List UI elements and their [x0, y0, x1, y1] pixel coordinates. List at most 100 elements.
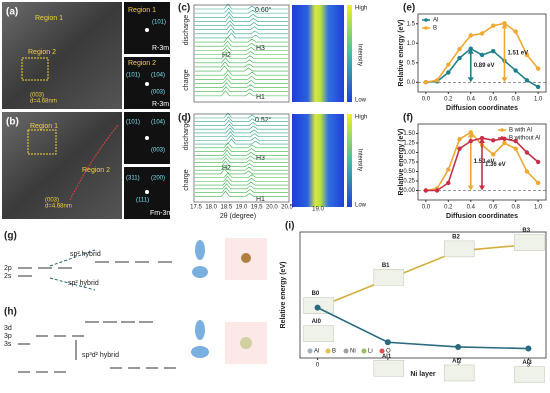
panel-label: (g) [4, 231, 17, 242]
annotation: 1.51 eV [507, 50, 528, 56]
phase-label: H2 [222, 165, 231, 172]
point [535, 84, 541, 90]
colorbar-label: Intensity [356, 44, 362, 66]
spot-label: (003) [45, 198, 59, 204]
point [524, 169, 530, 174]
xrd-trace [195, 183, 288, 190]
xrd-trace [195, 168, 288, 175]
point [423, 188, 429, 193]
inset-title: Region 2 [128, 60, 156, 67]
point [434, 188, 440, 193]
scan-label: discharge [183, 15, 190, 45]
spot-label: (200) [151, 176, 165, 182]
xrd-panels: (c) discharge charge H2 H3 H1 0.60° (d) … [178, 3, 367, 220]
y-tick-label: 1.00 [403, 150, 415, 156]
xrd-trace [195, 11, 288, 18]
phase-label: Fm-3m [150, 210, 172, 217]
xrd-trace [195, 157, 288, 164]
level-label: 3s [4, 341, 12, 348]
panel-label: (e) [403, 3, 415, 14]
point [457, 55, 462, 61]
xrd-trace [195, 90, 288, 97]
arrow-head [501, 77, 508, 83]
y-tick-label: 1.25 [403, 141, 415, 147]
xrd-trace [195, 73, 288, 80]
point [524, 78, 530, 83]
atom-swatch [343, 348, 349, 354]
xrd-trace [195, 142, 288, 149]
point-label: B3 [522, 228, 530, 234]
region-label: Region 1 [35, 15, 63, 22]
point [524, 52, 530, 58]
x-tick-label: 20.0 [266, 205, 278, 211]
x-tick-label: 19.5 [251, 205, 263, 211]
colorbar-label: Intensity [356, 149, 362, 171]
x-tick-label: 18.5 [220, 205, 232, 211]
point [535, 180, 541, 186]
colorbar-label: Low [355, 203, 367, 209]
series-line [317, 243, 529, 309]
xrd-trace [195, 131, 288, 137]
point [535, 66, 541, 71]
point [468, 138, 473, 144]
xrd-trace [195, 28, 288, 35]
x-axis-label: 2θ (degree) [220, 213, 256, 220]
level-label: 3d [4, 325, 12, 332]
y-tick-label: 0.50 [403, 169, 415, 175]
arrow-head [467, 77, 474, 83]
phase-label: H1 [256, 196, 265, 203]
atom-swatch [307, 348, 313, 354]
region-label: Region 1 [30, 123, 58, 130]
spot-label: (003) [30, 93, 44, 99]
scan-label: discharge [183, 120, 190, 150]
structure-image [303, 325, 334, 342]
point [457, 46, 462, 52]
xrd-trace [195, 36, 288, 43]
scan-label: charge [183, 69, 190, 91]
point-label: B2 [452, 234, 460, 240]
xrd-trace [195, 61, 288, 68]
region-label: Region 2 [82, 167, 110, 174]
xrd-trace [195, 138, 288, 145]
point [513, 29, 518, 34]
micrograph-b: (b) Region 1 Region 2 (003) d=4.68nm (10… [2, 112, 172, 219]
x-tick-label: 19.0 [312, 207, 324, 213]
spot-label: (003) [151, 90, 165, 96]
x-tick-label: 17.5 [190, 205, 202, 211]
phase-label: H3 [256, 45, 265, 52]
point [446, 180, 451, 186]
x-axis-label: Diffusion coordinates [446, 213, 518, 220]
spacing-label: d=4.68nm [30, 99, 57, 105]
x-tick-label: 0.8 [512, 205, 521, 211]
point [384, 339, 391, 346]
y-tick-label: 0.5 [407, 60, 416, 66]
hybrid-label: sp² hybrid [70, 251, 101, 258]
point [535, 159, 541, 165]
x-tick-label: 0.8 [512, 97, 521, 103]
legend-label: B without Al [509, 136, 540, 142]
atom-label: O [386, 349, 391, 355]
atom-label: Al [314, 349, 319, 355]
level-label: 2p [4, 265, 12, 272]
level-label: 3p [4, 333, 12, 340]
xrd-trace [195, 123, 288, 130]
legend-label: B [433, 26, 437, 32]
xrd-trace [195, 116, 288, 123]
panel-label: (c) [178, 3, 190, 14]
region-label: Region 2 [28, 49, 56, 56]
y-tick-label: 1.50 [403, 131, 415, 137]
legend-marker [500, 128, 504, 132]
x-tick-label: 1.0 [534, 205, 543, 211]
level-label: 2s [4, 273, 12, 280]
spot-label: (311) [126, 176, 140, 182]
plot-frame [417, 13, 547, 93]
point [491, 48, 496, 54]
spot-label: (101) [152, 20, 166, 26]
point [423, 80, 429, 85]
annotation: 0.89 eV [474, 63, 495, 69]
point [446, 62, 451, 67]
atom-label: Li [368, 349, 373, 355]
point [455, 343, 462, 350]
point [314, 304, 321, 311]
atom-swatch [361, 348, 367, 354]
